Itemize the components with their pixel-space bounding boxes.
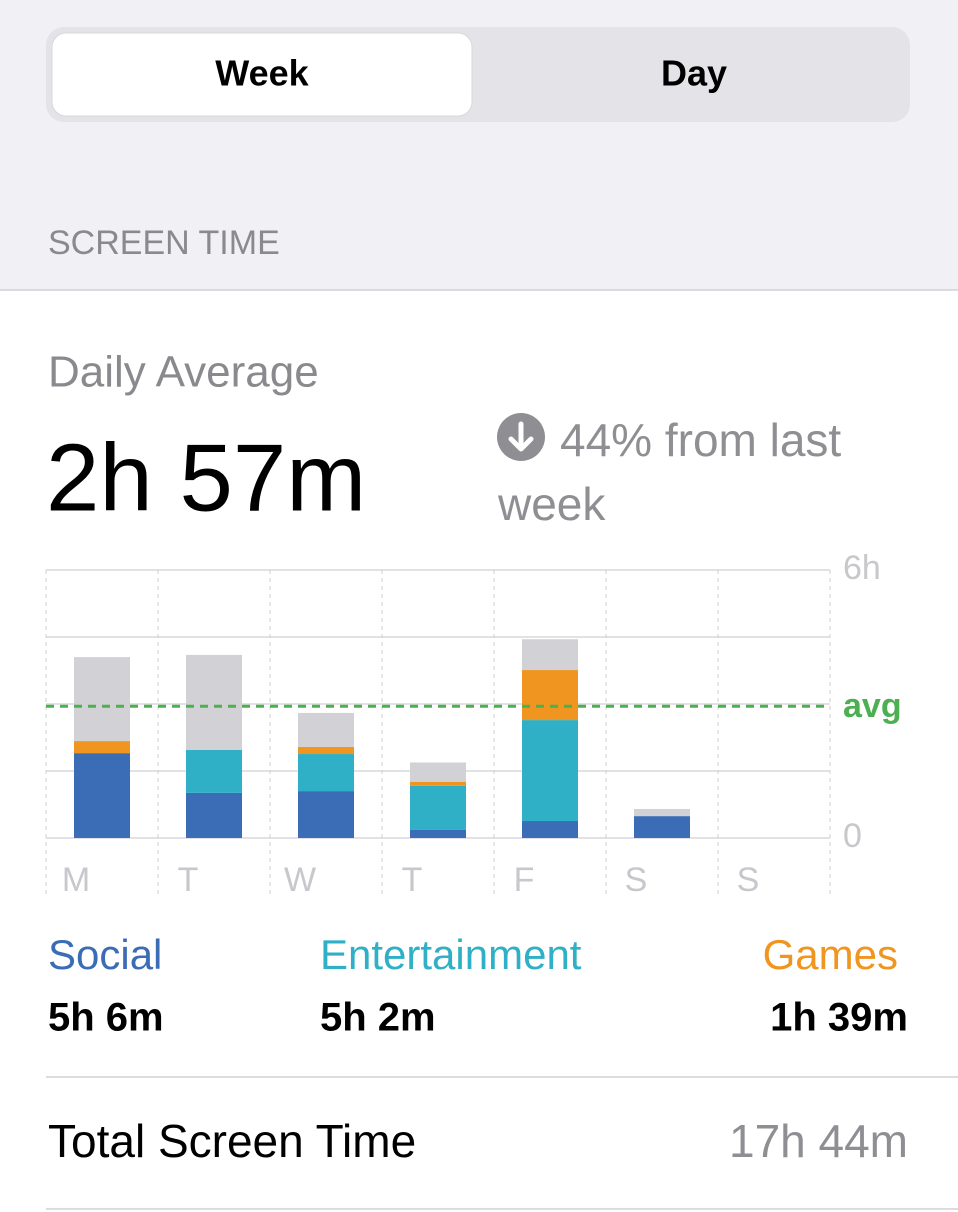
bar-segment: [186, 792, 242, 838]
y-tick-label: 6h: [843, 549, 881, 587]
bar-segment: [522, 639, 578, 671]
down-arrow-icon: [497, 413, 545, 461]
legend-label: Games: [763, 931, 898, 978]
bar-segment: [186, 654, 242, 751]
bar-segment: [410, 829, 466, 838]
selected-segment: [51, 32, 473, 117]
average-label: avg: [843, 687, 902, 725]
bar-segment: [298, 791, 354, 838]
x-tick-label: S: [737, 861, 760, 899]
bar-segment: [298, 754, 354, 792]
bar-segment: [410, 781, 466, 786]
legend-label: Social: [48, 931, 162, 978]
summary-value: 2h 57m: [46, 424, 366, 531]
bar-segment: [410, 762, 466, 782]
change-text: 44% from last week: [498, 414, 842, 530]
legend-label: Entertainment: [320, 931, 582, 978]
bar-segment: [74, 741, 130, 754]
y-tick-label: 0: [843, 817, 862, 855]
x-tick-label: F: [514, 861, 535, 899]
section-header: SCREEN TIME: [48, 224, 280, 262]
x-tick-label: T: [178, 861, 199, 899]
total-value: 17h 44m: [729, 1115, 908, 1167]
bar-segment: [634, 816, 690, 838]
bar-segment: [522, 670, 578, 721]
bar-segment: [410, 785, 466, 830]
x-tick-label: M: [62, 861, 90, 899]
x-tick-label: T: [402, 861, 423, 899]
bar-segment: [74, 657, 130, 742]
x-tick-label: W: [284, 861, 316, 899]
bar-segment: [634, 808, 690, 817]
bar-segment: [74, 753, 130, 838]
bar-segment: [298, 712, 354, 747]
bar-segment: [186, 750, 242, 793]
total-label: Total Screen Time: [48, 1115, 416, 1167]
segment-option[interactable]: Week: [215, 53, 309, 94]
x-tick-label: S: [625, 861, 648, 899]
legend-total: 5h 6m: [48, 996, 164, 1040]
bar-segment: [522, 821, 578, 838]
bar-segment: [298, 746, 354, 755]
segment-option[interactable]: Day: [661, 53, 727, 94]
bar-segment: [522, 720, 578, 822]
legend-total: 5h 2m: [320, 996, 436, 1040]
summary-label: Daily Average: [48, 348, 319, 397]
legend-total: 1h 39m: [770, 996, 908, 1040]
